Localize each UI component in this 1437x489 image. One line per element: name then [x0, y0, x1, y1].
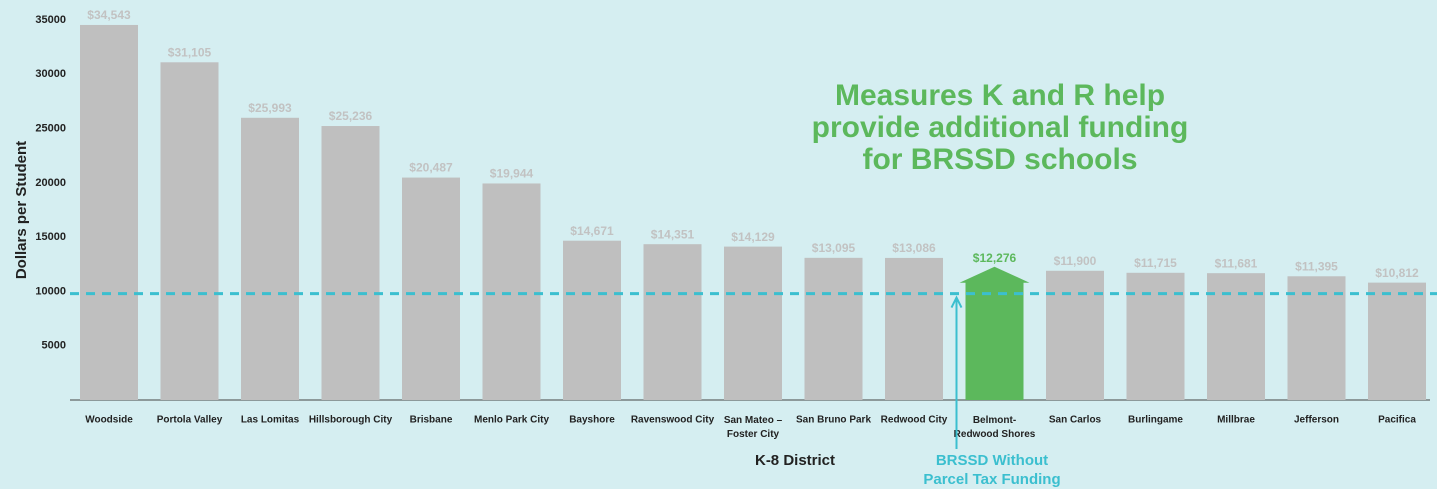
reference-arrowhead — [950, 295, 963, 309]
x-tick-label: Menlo Park City — [474, 415, 549, 426]
value-label: $13,086 — [892, 241, 936, 255]
value-label: $31,105 — [168, 45, 212, 59]
x-tick-label: Redwood City — [881, 415, 948, 426]
bar — [402, 177, 460, 400]
value-label: $10,812 — [1375, 266, 1419, 280]
bar — [160, 62, 219, 400]
value-label: $11,681 — [1215, 256, 1258, 270]
bar — [804, 257, 863, 400]
x-tick-label: Pacifica — [1378, 415, 1416, 426]
reference-label: BRSSD Without Parcel Tax Funding — [923, 452, 1060, 488]
bar — [643, 244, 702, 400]
bar — [563, 240, 621, 400]
x-tick-label: Belmont-Redwood Shores — [954, 415, 1036, 440]
bar — [885, 257, 943, 400]
value-label: $14,671 — [570, 224, 614, 238]
y-tick-label: 10000 — [35, 285, 66, 297]
bar — [241, 117, 299, 400]
y-tick-label: 5000 — [42, 340, 66, 352]
x-tick-label: Portola Valley — [157, 415, 223, 426]
y-tick-label: 20000 — [35, 177, 66, 189]
highlight-bar — [959, 266, 1030, 400]
bar — [321, 126, 380, 400]
x-tick-label: San Mateo – Foster City — [724, 415, 783, 440]
y-axis-label: Dollars per Student — [13, 141, 30, 279]
x-tick-label: San Carlos — [1049, 415, 1102, 426]
bar — [482, 183, 541, 400]
value-label: $19,944 — [490, 167, 534, 181]
value-label: $25,993 — [248, 101, 292, 115]
value-label: $34,543 — [87, 8, 131, 22]
x-tick-label: Woodside — [85, 415, 133, 426]
bar — [1046, 270, 1104, 400]
value-label: $11,395 — [1295, 259, 1338, 273]
value-label: $25,236 — [329, 109, 373, 123]
bar — [80, 24, 138, 401]
value-label: $11,900 — [1054, 254, 1097, 268]
x-tick-label: Las Lomitas — [241, 415, 300, 426]
value-label: $12,276 — [973, 251, 1017, 265]
bar — [1287, 276, 1346, 400]
annotation: Measures K and R help provide additional … — [812, 79, 1189, 176]
value-label: $13,095 — [812, 241, 856, 255]
x-tick-label: Burlingame — [1128, 415, 1183, 426]
y-tick-label: 25000 — [35, 122, 66, 134]
bar — [1126, 272, 1185, 400]
x-tick-label: Hillsborough City — [309, 415, 393, 426]
x-tick-label: Millbrae — [1217, 415, 1255, 426]
x-tick-label: San Bruno Park — [796, 415, 871, 426]
value-label: $20,487 — [409, 161, 453, 175]
x-tick-label: Jefferson — [1294, 415, 1339, 426]
value-label: $14,351 — [651, 227, 695, 241]
y-tick-label: 15000 — [35, 231, 66, 243]
y-tick-label: 35000 — [35, 14, 66, 26]
bar — [724, 246, 782, 400]
value-label: $11,715 — [1134, 256, 1177, 270]
value-label: $14,129 — [731, 230, 775, 244]
y-tick-label: 30000 — [35, 68, 66, 80]
bar — [1368, 282, 1426, 400]
x-tick-label: Brisbane — [410, 415, 453, 426]
x-tick-label: Ravenswood City — [631, 415, 715, 426]
x-axis-label: K-8 District — [755, 452, 835, 469]
x-tick-label: Bayshore — [569, 415, 615, 426]
